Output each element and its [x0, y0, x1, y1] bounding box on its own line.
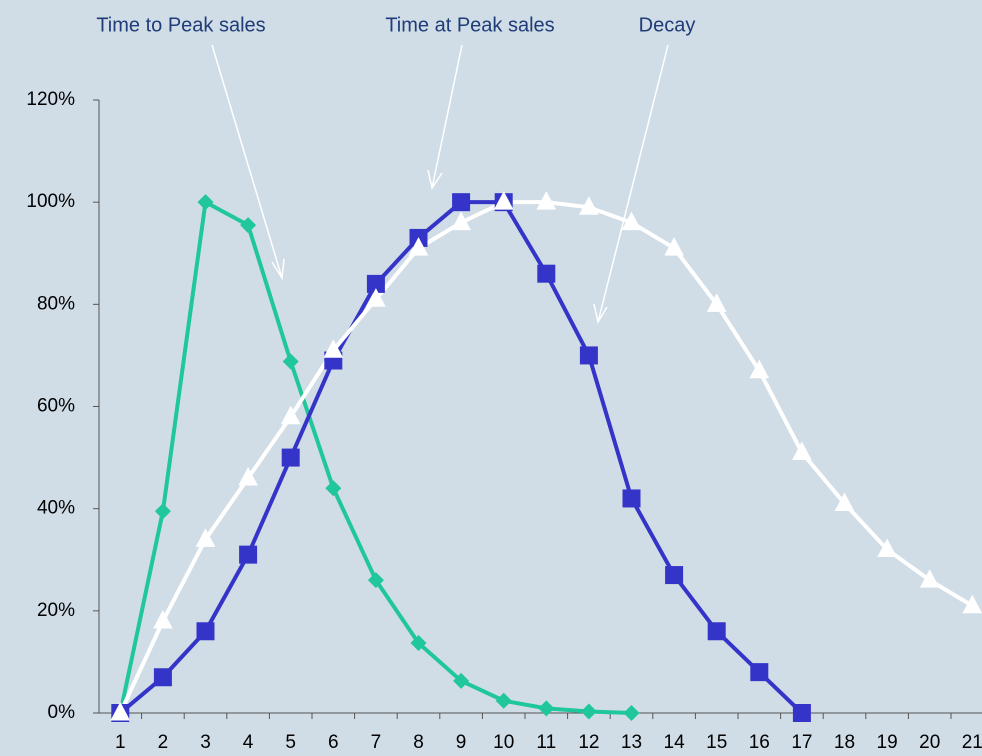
marker	[495, 692, 512, 709]
marker	[153, 668, 172, 687]
annotation: Time at Peak sales	[385, 14, 554, 36]
marker	[579, 346, 598, 365]
marker	[792, 441, 812, 460]
annotation: Time to Peak sales	[96, 14, 265, 36]
marker	[410, 635, 427, 652]
marker	[579, 196, 599, 215]
x-tick-label: 1	[115, 732, 126, 753]
marker	[621, 211, 642, 231]
marker	[834, 492, 855, 512]
arrow	[427, 44, 463, 190]
x-tick-label: 19	[877, 732, 898, 753]
marker	[750, 663, 769, 682]
marker	[197, 194, 214, 211]
marker	[538, 700, 555, 717]
x-tick-label: 8	[413, 732, 424, 753]
marker	[280, 405, 301, 425]
x-tick-label: 20	[919, 732, 940, 753]
marker	[537, 264, 556, 283]
marker	[281, 448, 300, 467]
marker	[282, 353, 299, 370]
x-tick-label: 2	[158, 732, 169, 753]
marker	[366, 288, 386, 307]
marker	[493, 191, 514, 210]
marker	[408, 237, 429, 256]
marker	[153, 609, 173, 629]
x-tick-label: 10	[493, 732, 514, 753]
x-tick-label: 16	[749, 732, 770, 753]
marker	[239, 545, 258, 564]
x-tick-label: 5	[285, 732, 296, 753]
marker	[706, 293, 727, 312]
marker	[196, 622, 215, 641]
marker	[240, 217, 257, 234]
marker	[919, 569, 940, 588]
marker	[622, 489, 641, 508]
marker	[536, 191, 557, 210]
marker	[451, 211, 471, 231]
marker	[962, 594, 982, 614]
arrow	[211, 44, 285, 281]
y-tick-label: 80%	[37, 293, 75, 314]
y-tick-label: 0%	[48, 702, 76, 723]
y-tick-label: 40%	[37, 498, 75, 519]
x-tick-label: 12	[578, 732, 599, 753]
x-tick-label: 15	[706, 732, 727, 753]
x-tick-label: 7	[371, 732, 382, 753]
marker	[238, 466, 258, 486]
marker	[195, 528, 216, 547]
x-tick-label: 18	[834, 732, 855, 753]
marker	[453, 672, 470, 689]
y-tick-label: 20%	[37, 600, 75, 621]
arrow	[593, 44, 669, 324]
marker	[325, 480, 342, 497]
x-tick-label: 3	[200, 732, 211, 753]
y-tick-label: 60%	[37, 396, 75, 417]
x-tick-label: 9	[456, 732, 467, 753]
marker	[154, 503, 171, 520]
x-tick-label: 6	[328, 732, 339, 753]
marker	[707, 622, 726, 641]
marker	[452, 193, 471, 212]
marker	[323, 339, 344, 358]
marker	[792, 704, 811, 722]
x-tick-label: 21	[962, 732, 982, 753]
y-tick-label: 120%	[26, 89, 75, 110]
x-tick-label: 11	[536, 732, 556, 753]
y-tick-label: 100%	[26, 191, 75, 212]
x-tick-label: 4	[243, 732, 254, 753]
marker	[367, 572, 384, 589]
marker	[749, 359, 770, 379]
marker	[366, 274, 385, 293]
marker	[110, 701, 131, 721]
marker	[877, 538, 897, 558]
x-tick-label: 17	[791, 732, 812, 753]
annotation: Decay	[639, 14, 696, 36]
x-tick-label: 14	[664, 732, 686, 753]
marker	[580, 703, 597, 720]
marker	[623, 705, 640, 721]
arrows	[211, 44, 669, 324]
marker	[664, 237, 684, 256]
marker	[665, 566, 684, 585]
x-tick-label: 13	[621, 732, 642, 753]
